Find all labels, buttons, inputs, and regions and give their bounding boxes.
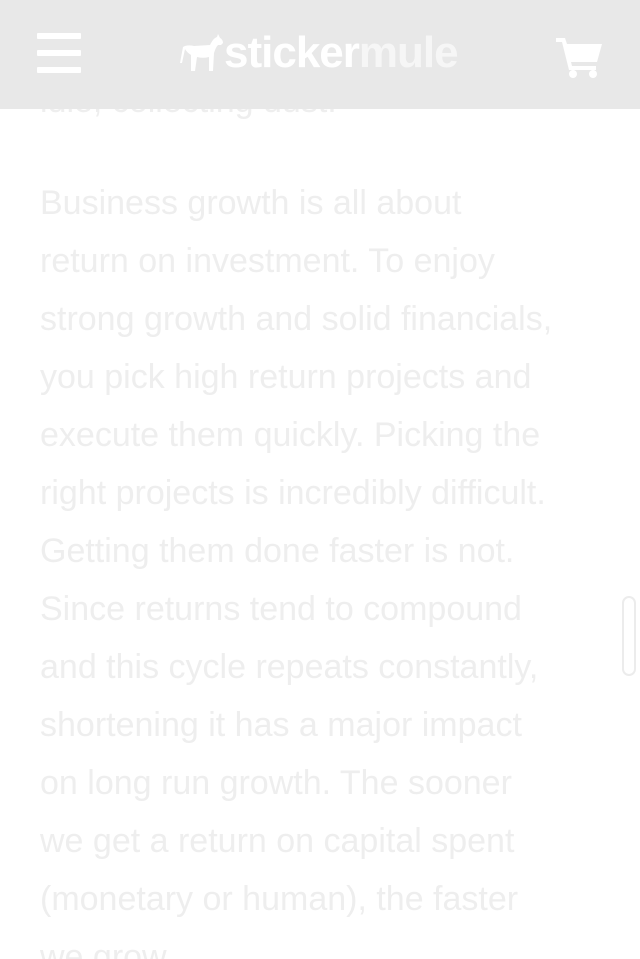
paragraph-line: execute them quickly. Picking the [40,416,541,454]
paragraph-line: right projects is incredibly difficult. [40,474,546,512]
paragraph-line: Getting them done faster is not. [40,532,515,570]
logo-word-sticker: sticker [224,28,360,77]
paragraph-line: and this cycle repeats constantly, [40,648,539,686]
logo-word-mule: mule [358,28,459,77]
mule-icon [180,34,223,71]
paragraph-line: Business growth is all about [40,184,462,222]
article-paragraph: Business growth is all about return on i… [40,174,610,959]
paragraph-line: (monetary or human), the faster [40,880,519,918]
paragraph-line: we grow. [40,938,175,959]
scrollbar-thumb[interactable] [622,596,636,676]
paragraph-line: shortening it has a major impact [40,706,522,744]
paragraph-line: strong growth and solid financials, [40,300,553,338]
paragraph-line: you pick high return projects and [40,358,532,396]
paragraph-line: return on investment. To enjoy [40,242,495,280]
paragraph-line: on long run growth. The sooner [40,764,512,802]
top-nav-header: sticker mule [0,0,640,109]
hamburger-menu-icon[interactable] [37,33,81,73]
paragraph-line: we get a return on capital spent [40,822,515,860]
sticker-mule-logo[interactable]: sticker mule [180,28,459,78]
paragraph-line: Since returns tend to compound [40,590,522,628]
shopping-cart-icon[interactable] [556,36,604,78]
